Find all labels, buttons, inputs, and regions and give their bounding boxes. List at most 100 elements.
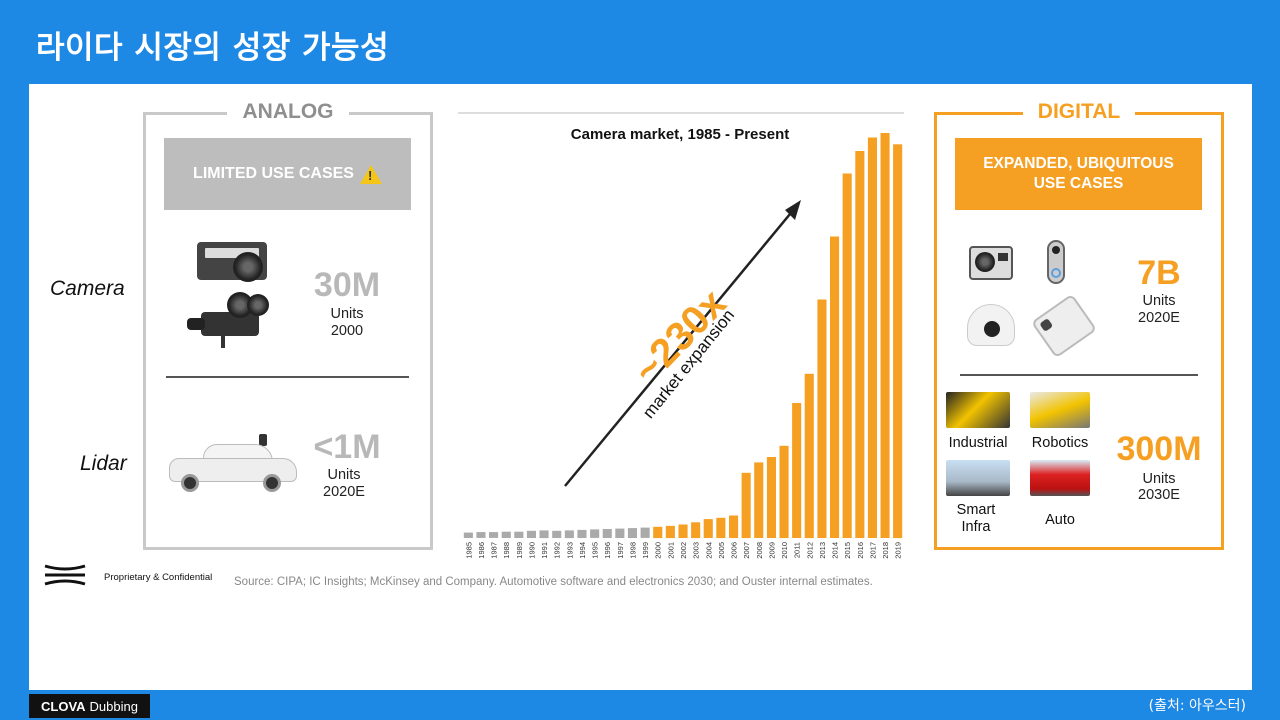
source-credit: (출처: 아우스터) <box>1149 695 1246 715</box>
bar-2018 <box>881 133 890 538</box>
bar-1989 <box>514 532 523 538</box>
digital-divider <box>960 374 1198 376</box>
app-label-smart-infra: Smart Infra <box>946 502 1006 536</box>
row-label-lidar: Lidar <box>80 452 127 476</box>
movie-camera-icon <box>187 292 277 348</box>
bar-2000 <box>653 527 662 538</box>
proprietary-note: Proprietary & Confidential <box>104 572 212 583</box>
analog-header: LIMITED USE CASES <box>164 138 411 210</box>
tick-label-2013: 2013 <box>818 542 827 559</box>
digital-title: DIGITAL <box>1023 100 1135 124</box>
app-label-industrial: Industrial <box>934 435 1022 452</box>
digital-camera-units: Units <box>1119 293 1199 310</box>
tick-label-1988: 1988 <box>502 542 511 559</box>
tick-label-1990: 1990 <box>528 542 537 559</box>
industrial-thumbnail <box>946 392 1010 428</box>
bar-2019 <box>893 144 902 538</box>
tick-label-1991: 1991 <box>540 542 549 559</box>
analog-lidar-units: Units <box>304 467 384 484</box>
bar-2006 <box>729 516 738 539</box>
bar-2016 <box>855 151 864 538</box>
analog-lidar-value: <1M <box>297 428 397 467</box>
tick-label-1996: 1996 <box>603 542 612 559</box>
analog-divider <box>166 376 409 378</box>
lidar-car-icon <box>163 434 299 494</box>
digital-lidar-value: 300M <box>1103 430 1215 469</box>
tick-label-2003: 2003 <box>692 542 701 559</box>
analog-lidar-year: 2020E <box>304 484 384 501</box>
tick-label-2011: 2011 <box>793 542 802 558</box>
tick-label-1992: 1992 <box>553 542 562 559</box>
tick-label-1999: 1999 <box>641 542 650 559</box>
ouster-logo-icon <box>44 564 86 586</box>
tick-label-2015: 2015 <box>843 542 852 559</box>
slide-canvas: ANALOG LIMITED USE CASES Camera Lidar 30… <box>29 84 1252 690</box>
bar-1998 <box>628 528 637 538</box>
tick-label-1986: 1986 <box>477 542 486 559</box>
bar-2005 <box>716 518 725 538</box>
tick-label-2009: 2009 <box>767 542 776 559</box>
bar-1993 <box>565 530 574 538</box>
analog-title: ANALOG <box>227 100 349 124</box>
bar-1997 <box>615 529 624 538</box>
tick-label-2008: 2008 <box>755 542 764 559</box>
digital-header-line1: EXPANDED, UBIQUITOUS <box>983 154 1174 174</box>
tick-label-1997: 1997 <box>616 542 625 559</box>
tick-label-2004: 2004 <box>704 542 713 559</box>
tick-label-1989: 1989 <box>515 542 524 559</box>
tick-label-1994: 1994 <box>578 542 587 559</box>
tick-label-2000: 2000 <box>654 542 663 559</box>
film-camera-icon <box>197 234 269 282</box>
bar-1990 <box>527 531 536 538</box>
digital-lidar-year: 2030E <box>1119 487 1199 504</box>
action-camera-icon <box>969 246 1013 280</box>
bar-2015 <box>843 174 852 539</box>
tick-label-1995: 1995 <box>591 542 600 559</box>
dome-camera-icon <box>967 304 1015 346</box>
tick-label-2010: 2010 <box>780 542 789 559</box>
analog-camera-value: 30M <box>297 266 397 305</box>
row-label-camera: Camera <box>50 277 125 301</box>
digital-lidar-units: Units <box>1119 471 1199 488</box>
smart-infra-thumbnail <box>946 460 1010 496</box>
bar-2002 <box>679 525 688 539</box>
tick-label-1993: 1993 <box>565 542 574 559</box>
app-label-auto: Auto <box>1016 512 1104 529</box>
watermark-brand: Dubbing <box>90 699 138 714</box>
tick-label-2002: 2002 <box>679 542 688 559</box>
tick-label-2018: 2018 <box>881 542 890 559</box>
clova-dubbing-watermark: CLOVA Dubbing <box>29 694 150 718</box>
warning-icon <box>360 165 382 184</box>
analog-camera-year: 2000 <box>307 323 387 340</box>
tick-label-2006: 2006 <box>730 542 739 559</box>
bar-2004 <box>704 519 713 538</box>
tick-label-2019: 2019 <box>894 542 903 559</box>
bar-1985 <box>464 533 473 538</box>
tick-label-1985: 1985 <box>464 542 473 559</box>
bar-1987 <box>489 532 498 538</box>
digital-camera-value: 7B <box>1119 254 1199 293</box>
tick-label-1987: 1987 <box>490 542 499 559</box>
bar-1988 <box>502 532 511 538</box>
bar-1999 <box>641 528 650 538</box>
tick-label-2012: 2012 <box>805 542 814 559</box>
auto-thumbnail <box>1030 460 1090 496</box>
digital-header-line2: USE CASES <box>983 174 1174 194</box>
bar-2017 <box>868 138 877 539</box>
source-note: Source: CIPA; IC Insights; McKinsey and … <box>234 576 873 588</box>
bar-1986 <box>476 532 485 538</box>
bar-2014 <box>830 237 839 539</box>
analog-camera-units: Units <box>307 306 387 323</box>
doorbell-camera-icon <box>1047 240 1065 284</box>
tick-label-2016: 2016 <box>856 542 865 559</box>
bar-2001 <box>666 526 675 538</box>
tick-label-2001: 2001 <box>666 542 675 559</box>
tick-label-2007: 2007 <box>742 542 751 559</box>
bar-1996 <box>603 529 612 538</box>
bar-2003 <box>691 522 700 538</box>
app-label-robotics: Robotics <box>1016 435 1104 452</box>
tick-label-2014: 2014 <box>831 542 840 559</box>
slide-title: 라이다 시장의 성장 가능성 <box>36 22 389 67</box>
bar-1992 <box>552 531 561 538</box>
bar-1994 <box>577 530 586 538</box>
